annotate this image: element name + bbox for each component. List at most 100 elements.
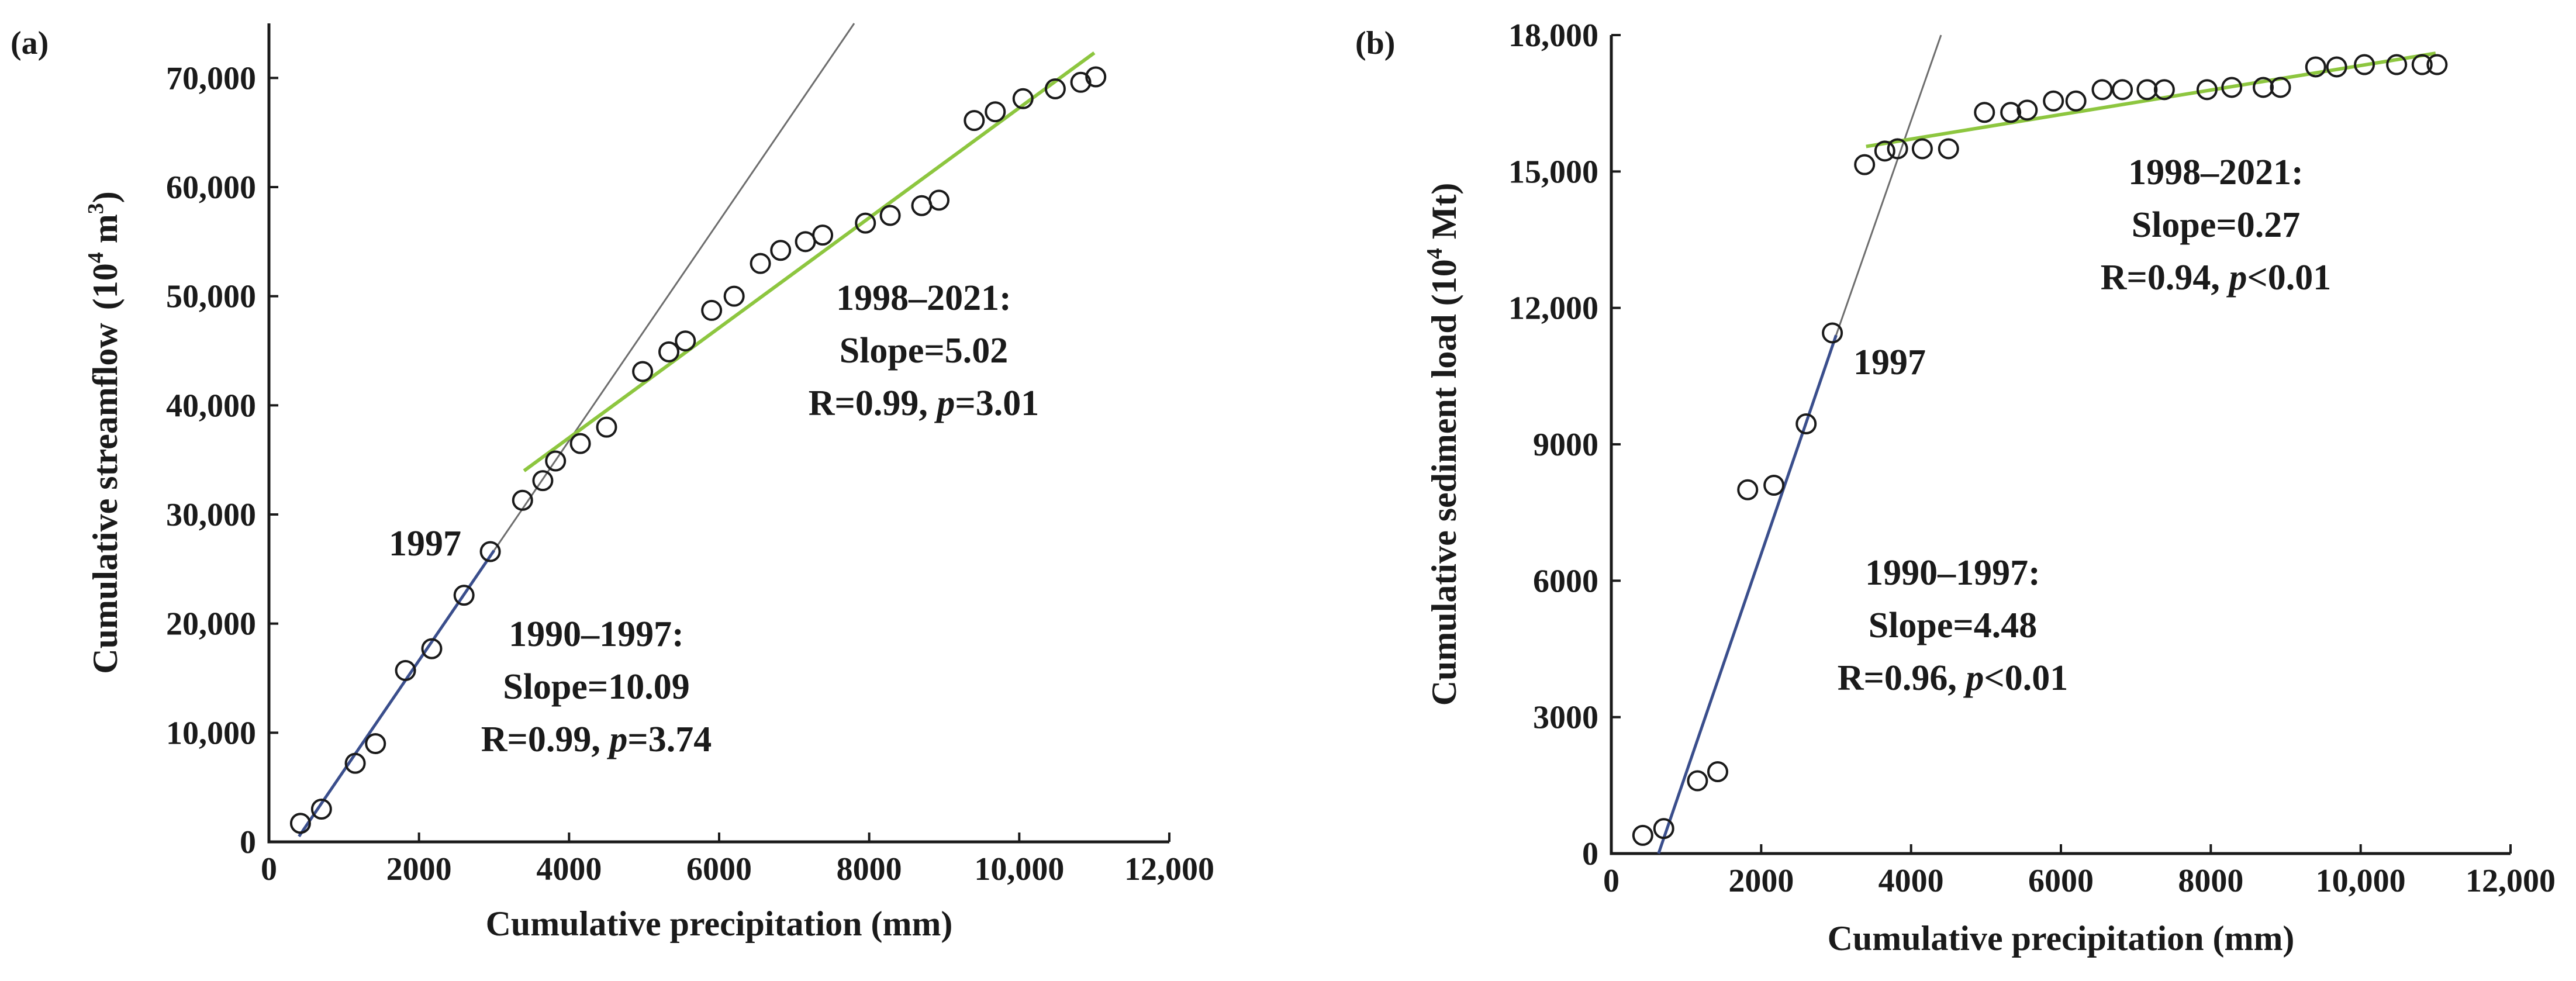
panel-a-y-tick-label-5: 50,000 <box>166 279 256 315</box>
panel-a-y-tick-label-4: 40,000 <box>166 388 256 424</box>
panel-a-x-tick-label-5: 10,000 <box>974 851 1064 887</box>
panel-b: (b) 0 2000 4000 6000 8000 10,000 12,000 0 3000 60… <box>1355 18 2556 958</box>
panel-a: (a) 0 2000 4000 6000 8000 10,000 12,000 0 10,000… <box>11 23 1214 943</box>
panel-b-late-p-value: <0.01 <box>2247 258 2331 298</box>
panel-a-y-tick-label-6: 60,000 <box>166 170 256 206</box>
panel-b-point-21 <box>2153 79 2175 101</box>
panel-b-point-26 <box>2305 56 2326 78</box>
panel-a-point-22 <box>855 212 876 234</box>
panel-a-point-2 <box>344 752 366 774</box>
panel-b-early-r: R=0.96, <box>1838 658 1966 698</box>
panel-a-ylabel-main: Cumulative streamflow <box>86 323 125 674</box>
panel-b-late-slope: Slope=0.27 <box>2132 205 2301 245</box>
panel-a-point-11 <box>569 433 591 454</box>
panel-b-x-tick-label-6: 12,000 <box>2465 863 2556 899</box>
panel-a-point-8 <box>512 489 533 511</box>
panel-a-ylabel: Cumulative streamflow (104 m3) <box>84 191 125 673</box>
panel-b-x-tick-label-5: 10,000 <box>2316 863 2406 899</box>
panel-b-point-20 <box>2136 79 2158 101</box>
panel-a-point-6 <box>453 585 475 606</box>
panel-a-point-21 <box>812 224 834 246</box>
panel-b-point-12 <box>1938 138 1959 160</box>
panel-a-y-tick-label-3: 30,000 <box>166 497 256 533</box>
panel-b-point-1 <box>1653 818 1674 840</box>
panel-a-y-tick-label-2: 20,000 <box>166 606 256 643</box>
panel-b-point-13 <box>1974 102 1995 123</box>
panel-b-point-24 <box>2253 77 2274 98</box>
panel-b-late-period: 1998–2021: <box>2128 153 2304 192</box>
panel-a-point-26 <box>964 110 985 132</box>
panel-b-point-14 <box>2000 102 2022 123</box>
panel-b-early-stats: R=0.96, p<0.01 <box>1838 658 2068 698</box>
panel-a-early-stats: R=0.99, p=3.74 <box>481 720 712 759</box>
panel-a-late-stats: R=0.99, p=3.01 <box>809 384 1039 423</box>
panel-a-y-tick-label-7: 70,000 <box>166 60 256 96</box>
panel-b-fit-1990-1997 <box>1657 334 1838 854</box>
panel-a-point-13 <box>632 361 654 382</box>
panel-a-late-p-value: =3.01 <box>955 384 1039 423</box>
panel-a-x-tick-label-3: 6000 <box>686 851 752 887</box>
panel-a-year-label: 1997 <box>389 524 461 564</box>
panel-b-ylabel-unit-open: (10 <box>1425 259 1463 306</box>
panel-a-early-p-value: =3.74 <box>627 720 712 759</box>
panel-b-y-tick-label-3: 9000 <box>1533 427 1598 463</box>
panel-b-point-18 <box>2091 79 2113 101</box>
panel-a-ylabel-unit-open: (10 <box>86 263 125 310</box>
panel-b-point-3 <box>1707 761 1728 782</box>
panel-a-point-18 <box>750 253 771 274</box>
panel-b-fit-1998-2021 <box>1866 51 2436 148</box>
panel-a-point-1 <box>310 799 332 820</box>
panel-b-point-0 <box>1632 824 1653 846</box>
panel-a-ylabel-exp: 4 <box>84 252 108 263</box>
panel-a-ylabel-unit-close: ) <box>86 191 125 203</box>
panel-a-point-9 <box>532 470 554 492</box>
panel-b-point-2 <box>1687 770 1708 792</box>
panel-b-point-8 <box>1854 154 1876 175</box>
panel-b-ylabel-exp: 4 <box>1422 248 1447 259</box>
panel-a-x-tick-label-4: 8000 <box>837 851 902 887</box>
panel-b-label: (b) <box>1355 25 1395 61</box>
panel-a-point-0 <box>289 813 311 834</box>
panel-a-point-4 <box>395 659 416 681</box>
panel-a-point-28 <box>1012 88 1034 109</box>
panel-b-point-27 <box>2326 56 2347 78</box>
panel-b-point-31 <box>2426 54 2448 75</box>
panel-b-late-stats: R=0.94, p<0.01 <box>2101 258 2331 298</box>
panel-b-ylabel-main: Cumulative sediment load <box>1425 314 1463 706</box>
panel-b-axes <box>1610 35 2511 855</box>
panel-b-x-tick-label-3: 6000 <box>2028 863 2094 899</box>
panel-b-extension-line <box>1835 34 1942 336</box>
panel-a-point-10 <box>545 450 567 472</box>
panel-a-early-r: R=0.99, <box>481 720 610 759</box>
panel-b-point-9 <box>1874 140 1895 162</box>
panel-b-point-19 <box>2112 79 2133 101</box>
panel-b-point-6 <box>1795 413 1817 434</box>
panel-b-point-11 <box>1911 138 1933 160</box>
panel-a-point-19 <box>770 240 792 261</box>
panel-a-point-20 <box>795 231 816 253</box>
panel-b-point-28 <box>2354 54 2375 75</box>
panel-b-point-5 <box>1763 475 1785 496</box>
panel-b-x-tick-label-4: 8000 <box>2178 863 2243 899</box>
panel-b-early-p-symbol: p <box>1963 658 1984 698</box>
panel-a-point-27 <box>985 101 1006 123</box>
panel-b-x-tick-label-2: 4000 <box>1879 863 1944 899</box>
panel-a-x-tick-label-2: 4000 <box>536 851 602 887</box>
panel-b-point-22 <box>2196 79 2218 101</box>
panel-b-y-tick-label-4: 12,000 <box>1508 291 1598 327</box>
panel-a-xlabel: Cumulative precipitation (mm) <box>486 904 953 943</box>
panel-a-late-period: 1998–2021: <box>836 278 1011 318</box>
panel-a-late-slope: Slope=5.02 <box>840 331 1009 371</box>
panel-a-early-slope: Slope=10.09 <box>503 667 690 707</box>
panel-a-extension-line <box>493 23 855 551</box>
panel-a-x-tick-label-1: 2000 <box>386 851 452 887</box>
panel-b-early-p-value: <0.01 <box>1984 658 2068 698</box>
panel-a-point-5 <box>421 638 443 659</box>
panel-a-late-r: R=0.99, <box>809 384 937 423</box>
panel-a-label: (a) <box>11 25 49 61</box>
panel-a-fit-1998-2021 <box>523 51 1096 472</box>
panel-a-x-tick-label-0: 0 <box>261 851 277 887</box>
panel-b-point-15 <box>2016 99 2038 121</box>
panel-a-ylabel-m: m <box>86 214 125 252</box>
